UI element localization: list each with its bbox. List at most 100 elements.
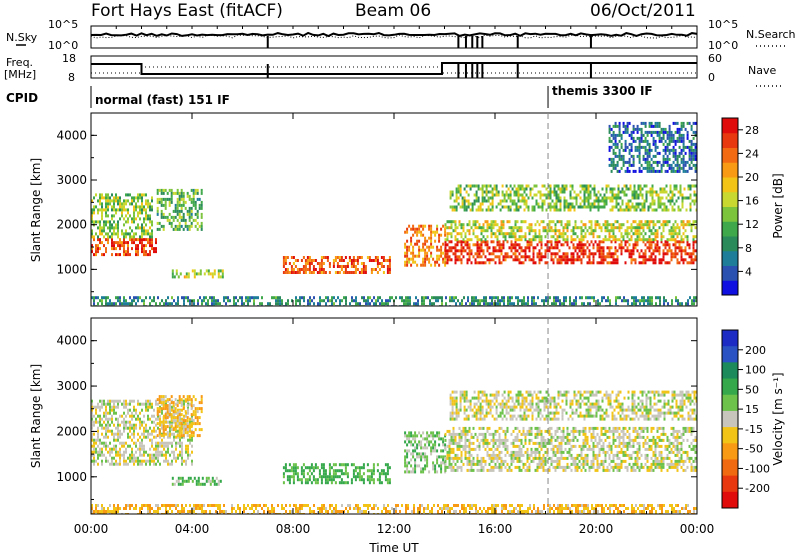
echo-cell xyxy=(164,413,167,417)
echo-cell xyxy=(430,251,433,255)
echo-cell xyxy=(694,130,697,134)
echo-cell xyxy=(674,220,677,224)
echo-cell xyxy=(209,479,212,483)
echo-cell xyxy=(149,447,151,451)
echo-cell xyxy=(569,190,572,194)
echo-cell xyxy=(327,296,329,300)
echo-cell xyxy=(591,205,594,209)
echo-cell xyxy=(617,202,620,206)
echo-cell xyxy=(551,190,554,194)
echo-cell xyxy=(476,235,479,239)
echo-cell xyxy=(151,232,153,236)
echo-cell xyxy=(622,157,625,161)
echo-cell xyxy=(571,184,574,188)
echo-cell xyxy=(174,410,177,414)
echo-cell xyxy=(515,205,518,209)
echo-cell xyxy=(632,124,635,128)
echo-cell xyxy=(186,209,189,213)
echo-cell xyxy=(384,475,387,479)
echo-cell xyxy=(176,200,179,204)
echo-cell xyxy=(552,246,555,250)
echo-cell xyxy=(651,193,654,197)
echo-cell xyxy=(189,429,191,433)
echo-cell xyxy=(531,187,534,191)
echo-cell xyxy=(147,232,149,236)
echo-cell xyxy=(111,235,113,239)
echo-cell xyxy=(93,438,95,442)
echo-cell xyxy=(668,163,671,167)
echo-cell xyxy=(555,202,558,206)
echo-cell xyxy=(644,243,647,247)
echo-cell xyxy=(594,240,597,244)
echo-cell xyxy=(352,259,355,262)
echo-cell xyxy=(503,299,505,303)
echo-cell xyxy=(581,296,583,300)
echo-cell xyxy=(557,199,560,203)
echo-cell xyxy=(614,121,617,125)
echo-cell xyxy=(583,196,586,200)
echo-cell xyxy=(211,476,214,480)
echo-cell xyxy=(143,432,145,436)
echo-cell xyxy=(504,258,507,262)
echo-cell xyxy=(656,160,659,164)
noise-search-label: N.Search xyxy=(746,28,796,41)
echo-cell xyxy=(101,402,103,406)
echo-cell xyxy=(606,255,609,259)
echo-cell xyxy=(105,402,107,406)
echo-cell xyxy=(633,187,636,191)
echo-cell xyxy=(133,196,135,200)
echo-cell xyxy=(113,205,115,209)
echo-cell xyxy=(457,187,460,191)
echo-cell xyxy=(167,441,169,445)
echo-cell xyxy=(528,243,531,247)
echo-cell xyxy=(571,196,574,200)
echo-cell xyxy=(461,302,463,306)
echo-cell xyxy=(631,205,634,209)
echo-cell xyxy=(453,205,456,209)
echo-cell xyxy=(630,133,633,137)
echo-cell xyxy=(426,257,429,261)
echo-cell xyxy=(322,256,325,259)
echo-cell xyxy=(143,217,145,221)
echo-cell xyxy=(360,478,363,482)
echo-cell xyxy=(127,199,129,203)
echo-cell xyxy=(630,255,633,259)
echo-cell xyxy=(103,414,105,418)
echo-cell xyxy=(239,296,241,300)
echo-cell xyxy=(207,476,210,480)
echo-cell xyxy=(200,410,203,414)
echo-cell xyxy=(508,232,511,236)
echo-cell xyxy=(680,148,683,152)
echo-cell xyxy=(131,432,133,436)
echo-cell xyxy=(99,247,101,251)
echo-cell xyxy=(451,190,454,194)
echo-cell xyxy=(553,208,556,212)
echo-cell xyxy=(625,205,628,209)
echo-cell xyxy=(478,223,481,227)
echo-cell xyxy=(465,190,468,194)
echo-cell xyxy=(182,218,185,222)
echo-cell xyxy=(544,229,547,233)
echo-cell xyxy=(502,243,505,247)
echo-cell xyxy=(578,226,581,230)
echo-cell xyxy=(408,248,411,252)
echo-cell xyxy=(591,296,593,300)
echo-cell xyxy=(137,402,139,406)
echo-cell xyxy=(634,145,637,149)
echo-cell xyxy=(589,202,592,206)
echo-cell xyxy=(182,395,185,399)
echo-cell xyxy=(111,405,113,409)
echo-cell xyxy=(572,246,575,250)
echo-cell xyxy=(103,226,105,230)
echo-cell xyxy=(474,226,477,230)
echo-cell xyxy=(322,475,325,479)
echo-cell xyxy=(358,472,361,476)
echo-cell xyxy=(541,208,544,212)
echo-cell xyxy=(155,456,157,460)
echo-cell xyxy=(141,205,143,209)
echo-cell xyxy=(474,258,477,262)
echo-cell xyxy=(321,299,323,303)
echo-cell xyxy=(196,209,199,213)
echo-cell xyxy=(377,296,379,300)
echo-cell xyxy=(300,481,303,485)
